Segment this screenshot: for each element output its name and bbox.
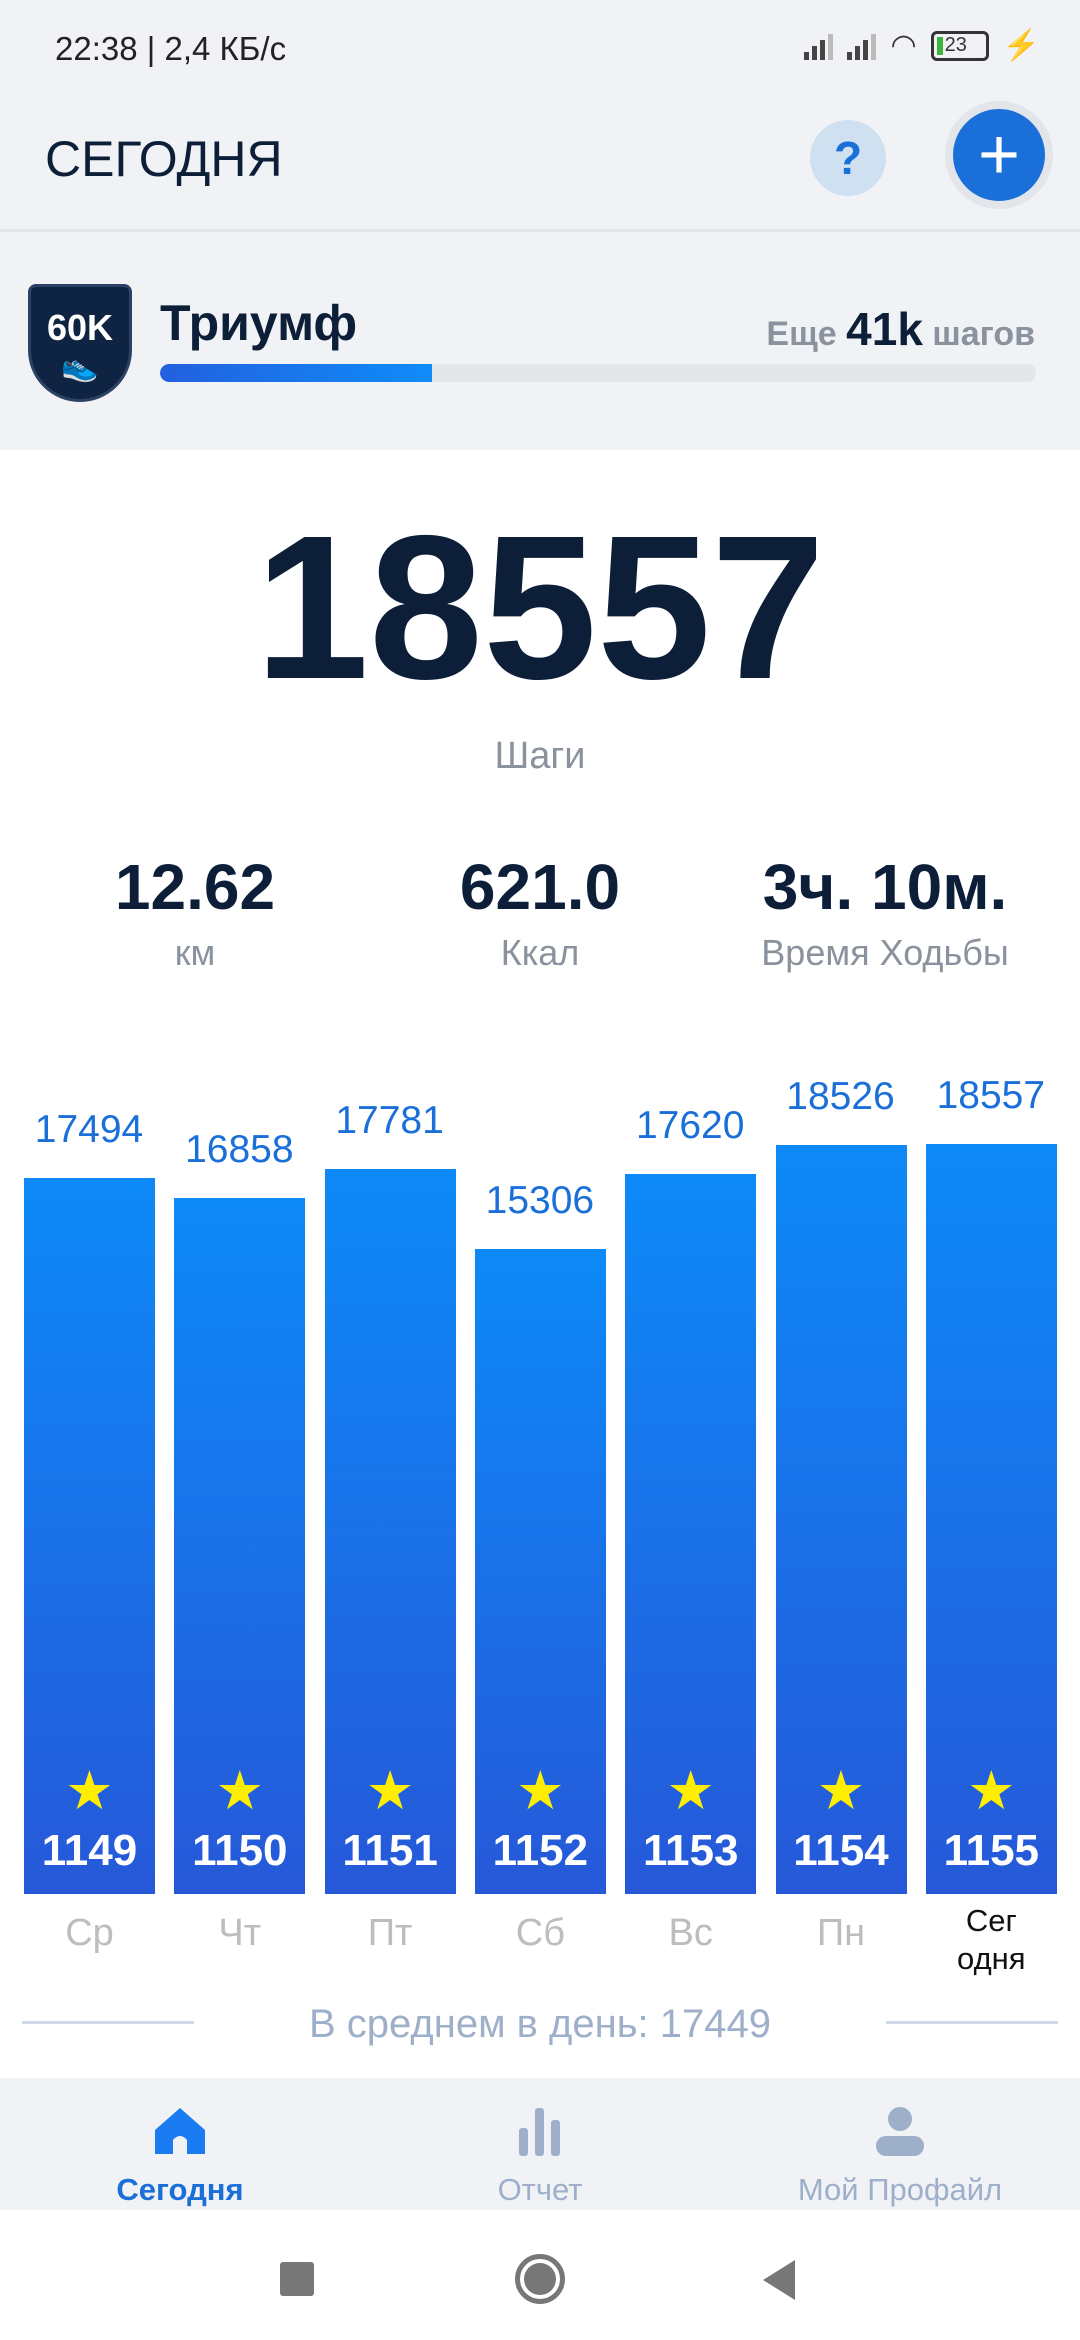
tab-profile[interactable]: Мой Профайл [720, 2078, 1080, 2208]
chart-bar [625, 1173, 757, 1894]
battery-level: 23 [944, 34, 967, 56]
stat-label: Ккал [500, 932, 580, 973]
bar-value-label: 17494 [34, 1107, 144, 1151]
star-icon: ★ [516, 1761, 565, 1821]
stat-label: Время Ходьбы [761, 932, 1009, 973]
status-icons: ◠ 23 ⚡ [804, 28, 1040, 63]
stat-value: 12.62 [114, 851, 276, 923]
status-time: 22:38 | 2,4 КБ/с [55, 30, 287, 67]
bottom-nav: Сегодня Отчет Мой Профайл [0, 2078, 1080, 2208]
star-icon: ★ [816, 1761, 866, 1821]
battery-icon: 23 [930, 30, 989, 61]
divider [22, 2021, 194, 2024]
status-bar: 22:38 | 2,4 КБ/с ◠ 23 ⚡ [0, 0, 1080, 95]
star-icon: ★ [215, 1761, 264, 1821]
day-label: Сег одня [957, 1903, 1026, 1976]
bar-chart-icon [519, 2108, 560, 2156]
remaining-prefix: Еще [766, 315, 837, 353]
bar-day-number: 1152 [492, 1826, 589, 1875]
chart-bar [925, 1143, 1057, 1894]
page-title: СЕГОДНЯ [45, 131, 283, 187]
achievement-card[interactable]: 60K 👟 Триумф Еще 41k шагов [0, 232, 1080, 450]
app-header: СЕГОДНЯ ? + [0, 95, 1080, 232]
chart-bar [324, 1168, 456, 1894]
achievement-badge-icon: 60K 👟 [28, 284, 132, 402]
chart-bar [24, 1177, 155, 1894]
bar-day-number: 1153 [642, 1826, 739, 1875]
stat-label: км [174, 932, 216, 973]
bar-value-label: 16858 [185, 1128, 294, 1172]
stat-calories: 621.0 Ккал [360, 850, 720, 974]
bar-day-number: 1155 [943, 1826, 1040, 1875]
stat-distance: 12.62 км [15, 850, 375, 974]
system-nav-bar [0, 2210, 1080, 2340]
signal-icon [804, 32, 834, 60]
recents-button[interactable] [280, 2262, 314, 2296]
remaining-suffix: шагов [932, 315, 1035, 353]
tab-label: Сегодня [116, 2172, 244, 2207]
daily-average: В среднем в день: 17449 [308, 2002, 772, 2046]
bar-day-number: 1149 [41, 1826, 138, 1875]
stat-value: 3ч. 10м. [762, 851, 1008, 923]
tab-label: Мой Профайл [797, 2172, 1003, 2207]
charging-icon: ⚡ [1002, 29, 1040, 62]
tab-today[interactable]: Сегодня [0, 2078, 360, 2208]
bar-value-label: 18526 [786, 1074, 895, 1118]
day-label: Сб [515, 1912, 565, 1954]
badge-text: 60K [46, 307, 114, 348]
tab-label: Отчет [497, 2172, 583, 2207]
user-icon [876, 2107, 924, 2156]
star-icon: ★ [65, 1761, 114, 1821]
star-icon: ★ [967, 1761, 1016, 1821]
home-button[interactable] [515, 2254, 565, 2304]
achievement-remaining: Еще 41k шагов [766, 302, 1035, 356]
main-content: 18557 Шаги 12.62 км 621.0 Ккал 3ч. 10м. Вре… [0, 450, 1080, 2078]
wifi-icon: ◠ [890, 29, 917, 62]
back-button[interactable] [763, 2260, 795, 2300]
chart-bar [474, 1248, 606, 1894]
stat-walk-time: 3ч. 10м. Время Ходьбы [705, 850, 1065, 974]
tab-report[interactable]: Отчет [360, 2078, 720, 2208]
chart-bar [775, 1144, 907, 1894]
bar-day-number: 1150 [192, 1826, 288, 1875]
day-label: Пн [816, 1912, 866, 1954]
star-icon: ★ [365, 1761, 415, 1821]
day-label: Чт [218, 1912, 262, 1954]
star-icon: ★ [666, 1761, 715, 1821]
stat-value: 621.0 [459, 851, 621, 923]
day-label: Ср [65, 1912, 114, 1954]
progress-fill [160, 364, 432, 382]
bar-value-label: 15306 [485, 1178, 595, 1222]
steps-count: 18557 [254, 493, 826, 722]
bar-day-number: 1151 [342, 1826, 438, 1875]
help-button[interactable]: ? [810, 120, 886, 196]
bar-value-label: 18557 [936, 1073, 1046, 1117]
home-icon [155, 2108, 205, 2154]
bar-day-number: 1154 [793, 1826, 889, 1875]
day-label: Пт [367, 1912, 413, 1954]
steps-label: Шаги [494, 735, 586, 777]
divider [886, 2021, 1058, 2024]
day-label: Вс [668, 1912, 713, 1954]
achievement-progress-bar [160, 364, 1036, 382]
remaining-value: 41k [846, 303, 923, 355]
chart-bar [174, 1198, 306, 1894]
bar-value-label: 17781 [335, 1098, 444, 1142]
achievement-title: Триумф [160, 295, 358, 351]
signal-icon [847, 32, 877, 60]
bar-value-label: 17620 [635, 1103, 745, 1147]
add-button[interactable]: + [945, 101, 1053, 209]
